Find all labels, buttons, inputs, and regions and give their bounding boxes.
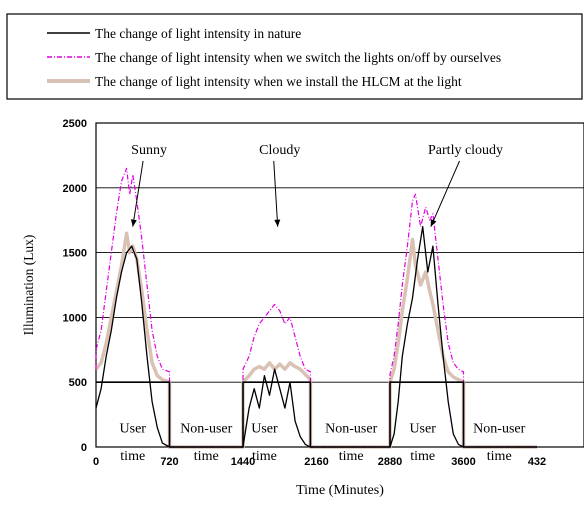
y-axis-ticks: 0 500 1000 1500 2000 2500	[63, 118, 87, 454]
legend-frame	[6, 13, 583, 100]
annotation-arrow	[430, 160, 460, 227]
x-axis-label: Time (Minutes)	[296, 483, 384, 498]
annotation-label: time	[120, 449, 145, 464]
x-tick-label: 720	[160, 456, 178, 468]
arrow-head	[274, 219, 281, 227]
series-nature-line	[95, 226, 537, 448]
y-tick-label: 2500	[63, 118, 87, 130]
annotation-label: time	[252, 449, 277, 464]
x-tick-label: 0	[93, 456, 99, 468]
arrow-head	[130, 219, 137, 227]
y-axis-label: Illumination (Lux)	[21, 235, 36, 336]
legend-label-manual: The change of light intensity when we sw…	[95, 50, 501, 65]
series-manual-line	[95, 167, 537, 448]
x-tick-label: 432	[528, 456, 546, 468]
annotation-label: time	[194, 449, 219, 464]
annotation-label: Partly cloudy	[428, 143, 503, 158]
series-group	[94, 167, 537, 449]
annotation-label: User	[409, 422, 436, 437]
user-time-line	[96, 381, 537, 448]
x-tick-label: 2160	[304, 456, 328, 468]
annotation-label: User	[120, 422, 147, 437]
annotation-label: Non-user	[325, 422, 377, 437]
y-tick-label: 2000	[63, 183, 87, 195]
y-tick-label: 1500	[63, 248, 87, 260]
x-axis-ticks: 0 720 1440 2160 2880 3600 432	[93, 456, 546, 468]
x-tick-label: 3600	[451, 456, 475, 468]
legend-label-hlcm: The change of light intensity when we in…	[95, 74, 462, 89]
x-tick-label: 1440	[231, 456, 255, 468]
annotation-label: time	[410, 449, 435, 464]
annotation-label: Non-user	[473, 422, 525, 437]
annotation-label: Sunny	[131, 143, 167, 158]
y-tick-label: 500	[69, 377, 87, 389]
x-tick-label: 2880	[378, 456, 402, 468]
y-tick-label: 0	[81, 442, 87, 454]
annotation-label: time	[487, 449, 512, 464]
series-hlcm-line	[94, 231, 537, 449]
annotations: Sunny Cloudy Partly cloudy User time Non-user…	[120, 143, 526, 464]
y-tick-label: 1000	[63, 312, 87, 324]
legend: The change of light intensity in nature …	[6, 13, 583, 100]
annotation-label: time	[339, 449, 364, 464]
grid	[96, 187, 584, 383]
annotation-label: Non-user	[180, 422, 232, 437]
legend-label-nature: The change of light intensity in nature	[95, 26, 301, 41]
annotation-arrow	[132, 160, 144, 227]
arrow-head	[430, 219, 437, 227]
annotation-arrow	[273, 160, 279, 227]
annotation-label: User	[251, 422, 278, 437]
annotation-label: Cloudy	[259, 143, 300, 158]
